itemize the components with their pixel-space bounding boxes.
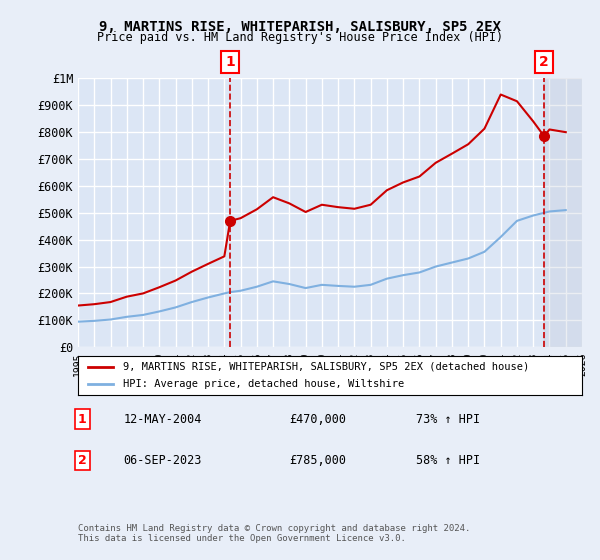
Text: 2: 2: [539, 55, 549, 69]
Text: 9, MARTINS RISE, WHITEPARISH, SALISBURY, SP5 2EX (detached house): 9, MARTINS RISE, WHITEPARISH, SALISBURY,…: [124, 362, 530, 372]
Text: HPI: Average price, detached house, Wiltshire: HPI: Average price, detached house, Wilt…: [124, 379, 404, 389]
Text: 58% ↑ HPI: 58% ↑ HPI: [416, 454, 480, 467]
Text: 1: 1: [78, 413, 87, 426]
Text: 12-MAY-2004: 12-MAY-2004: [124, 413, 202, 426]
Text: 2: 2: [78, 454, 87, 467]
Text: Contains HM Land Registry data © Crown copyright and database right 2024.
This d: Contains HM Land Registry data © Crown c…: [78, 524, 470, 543]
Text: 1: 1: [226, 55, 235, 69]
Text: Price paid vs. HM Land Registry's House Price Index (HPI): Price paid vs. HM Land Registry's House …: [97, 31, 503, 44]
Text: 06-SEP-2023: 06-SEP-2023: [124, 454, 202, 467]
Text: £470,000: £470,000: [290, 413, 347, 426]
Bar: [544, 78, 582, 347]
Text: 9, MARTINS RISE, WHITEPARISH, SALISBURY, SP5 2EX: 9, MARTINS RISE, WHITEPARISH, SALISBURY,…: [99, 20, 501, 34]
Text: £785,000: £785,000: [290, 454, 347, 467]
Text: 73% ↑ HPI: 73% ↑ HPI: [416, 413, 480, 426]
